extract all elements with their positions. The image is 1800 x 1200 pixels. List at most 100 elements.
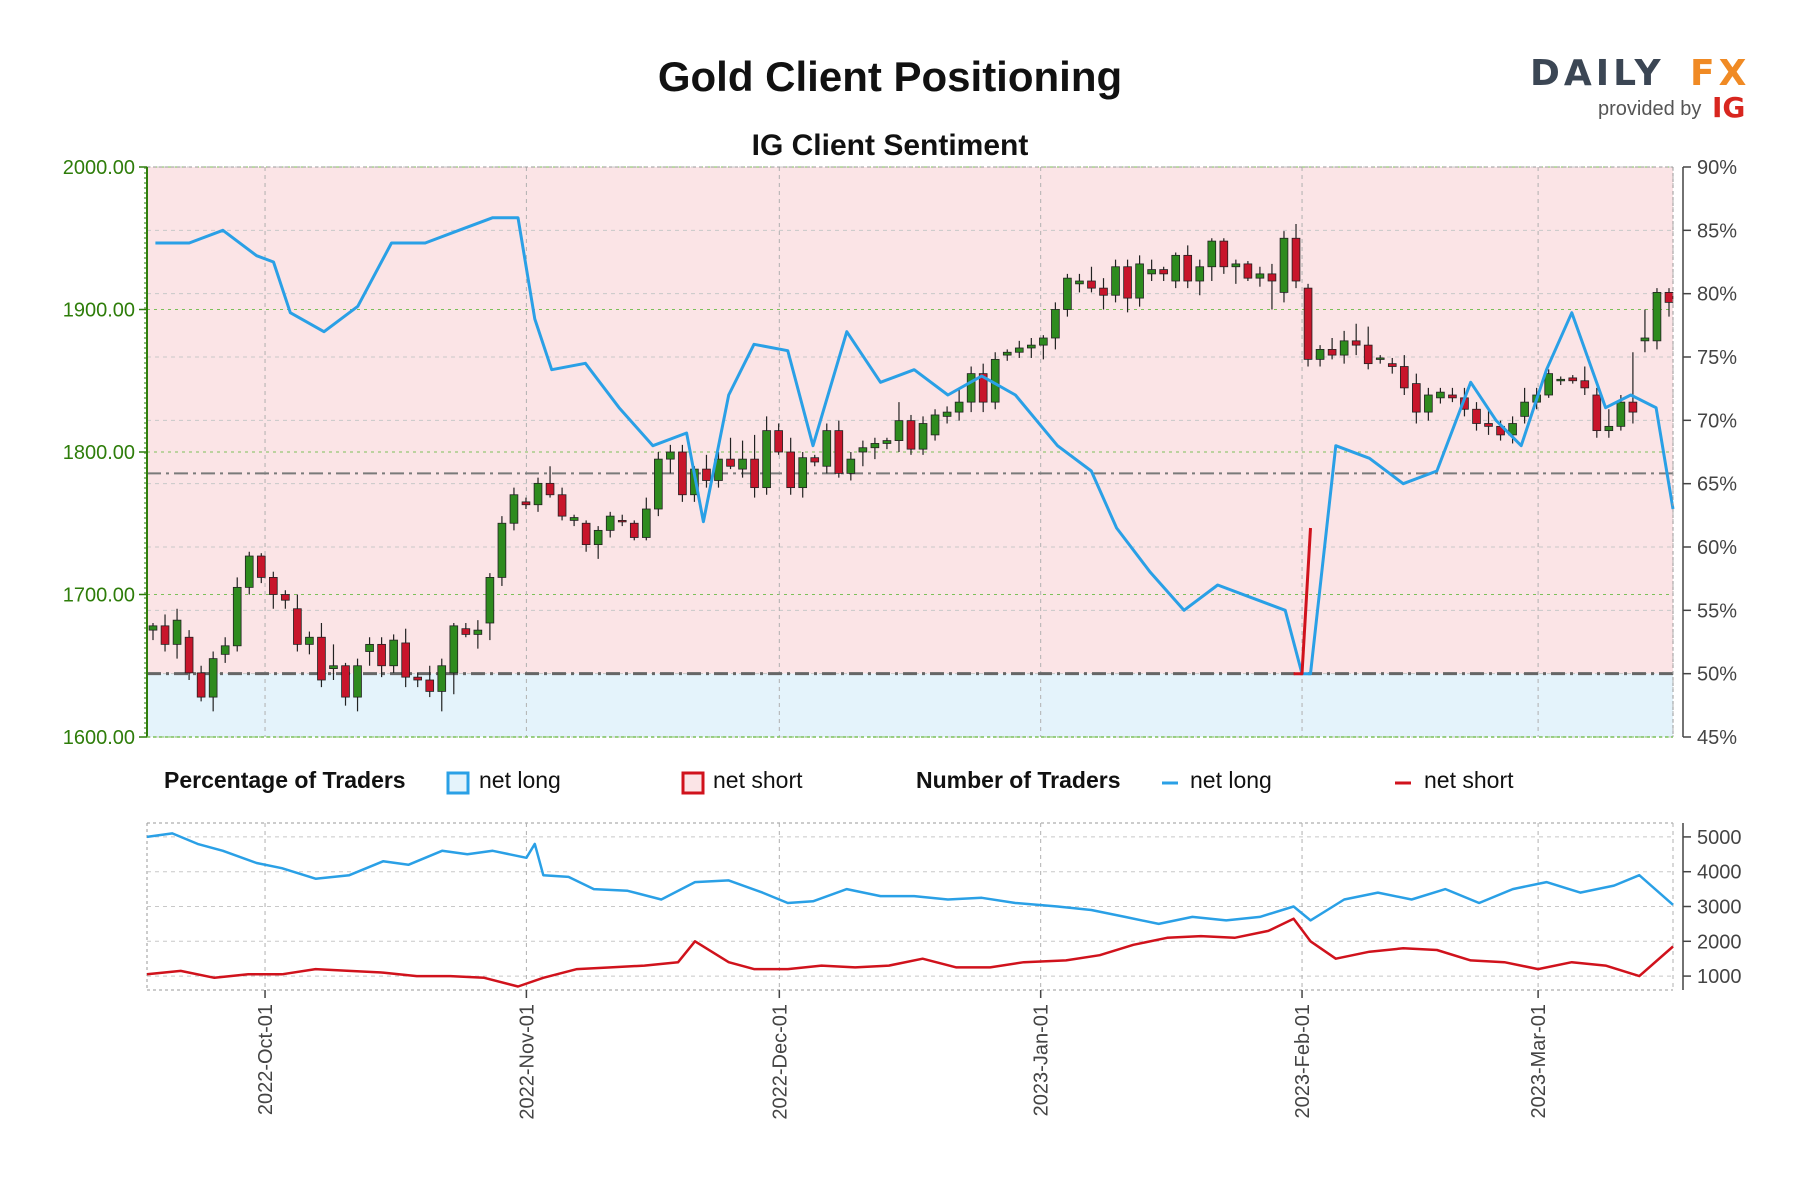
candle-body: [702, 468, 711, 481]
candle: [1351, 323, 1361, 356]
candle-body: [449, 625, 459, 674]
candle-body: [1327, 348, 1337, 356]
candle-body: [509, 494, 519, 524]
candle: [317, 623, 326, 688]
percent-tick-label: 80%: [1697, 284, 1737, 306]
candle-body: [1592, 394, 1602, 432]
price-tick-label: 2000.00: [63, 157, 135, 179]
candle-body: [1652, 291, 1662, 342]
percent-tick-label: 65%: [1697, 474, 1737, 496]
candle: [1087, 266, 1096, 293]
candle-body: [593, 529, 603, 546]
candle: [353, 658, 362, 712]
candle-body: [870, 443, 880, 449]
candle-body: [293, 608, 302, 645]
candle: [666, 444, 675, 474]
candle-body: [738, 458, 747, 470]
candle-body: [1616, 401, 1626, 427]
legend: Percentage of Traders net long net short…: [164, 767, 1514, 795]
legend-pct-long-swatch: [446, 771, 470, 795]
candle-body: [1087, 280, 1096, 289]
candle: [569, 514, 579, 527]
main-panel: 2000.00 1900.00 1800.00 1700.00 1600.00 90% 8…: [63, 157, 1738, 749]
date-tick-label: 2022-Oct-01: [255, 1004, 277, 1115]
date-tick-label: 2023-Feb-01: [1292, 1004, 1314, 1119]
candle-body: [341, 665, 350, 698]
candle: [425, 665, 435, 698]
candle-body: [942, 411, 952, 417]
percent-tick-label: 60%: [1697, 537, 1737, 559]
candle-body: [533, 482, 543, 506]
candle: [1183, 245, 1193, 289]
candle: [738, 440, 747, 478]
candle: [1387, 357, 1397, 374]
price-candles: [148, 224, 1674, 712]
candle: [1640, 309, 1650, 353]
reference-lines: [147, 472, 1673, 676]
candle: [870, 437, 880, 460]
candle: [786, 437, 795, 495]
date-axis: 2022-Oct-01 2022-Nov-01 2022-Dec-01 2023-Ja…: [255, 990, 1550, 1120]
candle-body: [461, 628, 471, 635]
candle: [485, 573, 495, 641]
candle: [930, 409, 940, 441]
candle-body: [160, 625, 170, 645]
candle: [533, 477, 543, 512]
candle-body: [1075, 280, 1084, 285]
candle: [1664, 288, 1674, 317]
legend-pct-long: net long: [479, 767, 561, 793]
candle: [269, 571, 278, 609]
candle: [1315, 345, 1325, 367]
candle: [1231, 259, 1241, 284]
candle: [545, 466, 555, 498]
candle: [148, 623, 158, 641]
candle-body: [1195, 266, 1205, 282]
candle: [1279, 231, 1289, 303]
candle: [184, 630, 194, 680]
candle-body: [557, 494, 567, 517]
candle: [1448, 387, 1457, 403]
candle: [1399, 355, 1409, 395]
percent-tick-label: 85%: [1697, 220, 1737, 242]
candle: [1255, 266, 1265, 287]
candle-body: [906, 420, 916, 450]
candle: [1207, 238, 1217, 281]
candle: [305, 631, 314, 655]
candle-body: [1267, 273, 1277, 282]
net-long-pct-line: [155, 216, 1675, 676]
traders-tick-label: 5000: [1697, 827, 1742, 849]
candle: [1339, 330, 1349, 364]
candle: [581, 520, 591, 552]
candle-body: [1111, 266, 1120, 296]
candle-body: [858, 447, 868, 453]
candle: [497, 516, 507, 586]
candle-body: [220, 645, 230, 655]
candle: [232, 577, 242, 652]
candle: [1604, 409, 1614, 438]
candle: [834, 420, 844, 478]
candle-body: [269, 577, 278, 595]
price-axis: 2000.00 1900.00 1800.00 1700.00 1600.00: [63, 157, 1673, 749]
candle: [629, 520, 639, 541]
traders-lines: [146, 832, 1674, 988]
candle-body: [726, 458, 735, 467]
candle-body: [1099, 287, 1108, 296]
candle: [365, 637, 374, 666]
candle-body: [256, 555, 266, 578]
sentiment-lines: [155, 216, 1675, 676]
candle-body: [918, 423, 928, 450]
candle: [1243, 261, 1253, 281]
candle-body: [1207, 240, 1217, 268]
candle: [256, 553, 266, 584]
candle: [605, 511, 615, 538]
candle-body: [305, 636, 314, 645]
candle-body: [1159, 269, 1168, 275]
candle-body: [834, 430, 844, 474]
candle-body: [281, 594, 290, 601]
candle-body: [497, 522, 507, 578]
candle-body: [629, 522, 639, 538]
price-tick-label: 1600.00: [63, 727, 135, 749]
candle: [1099, 278, 1108, 310]
candle: [1303, 283, 1313, 367]
candle-body: [1484, 423, 1493, 427]
